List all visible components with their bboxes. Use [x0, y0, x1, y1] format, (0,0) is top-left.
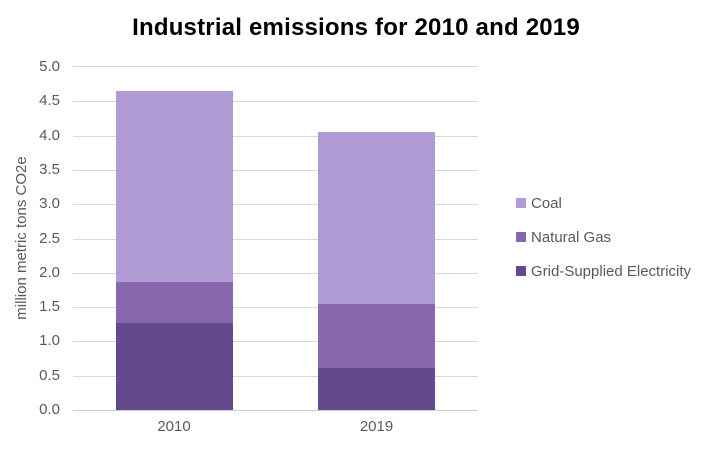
y-tick-label: 5.0 — [39, 58, 60, 75]
y-gridline — [73, 341, 478, 343]
legend-item-coal: Coal — [516, 194, 691, 212]
legend-item-grid-supplied-electricity: Grid-Supplied Electricity — [516, 262, 691, 280]
legend-item-natural-gas: Natural Gas — [516, 228, 691, 246]
y-tick-label: 3.5 — [39, 160, 60, 178]
y-tick-label: 0.5 — [39, 366, 60, 384]
bar-segment-grid-supplied-electricity — [115, 322, 233, 410]
legend-marker-icon — [516, 198, 526, 208]
y-tick-label: 2.5 — [39, 229, 60, 247]
bar-segment-natural-gas — [115, 281, 233, 323]
y-tick-label: 3.0 — [39, 195, 60, 213]
legend-marker-icon — [516, 232, 526, 242]
x-axis-label-2019: 2019 — [359, 418, 394, 435]
y-gridline — [73, 135, 478, 137]
y-tick-label: 0.0 — [39, 401, 60, 418]
y-gridline — [73, 375, 478, 377]
bar-segment-coal — [318, 131, 436, 304]
y-gridline — [73, 307, 478, 309]
legend: Coal Natural Gas Grid-Supplied Electricity — [516, 194, 691, 296]
y-gridline — [73, 238, 478, 240]
bar-segment-grid-supplied-electricity — [318, 368, 436, 410]
y-gridline — [73, 101, 478, 103]
y-tick-label: 2.0 — [39, 263, 60, 281]
x-axis-line — [73, 410, 478, 411]
y-tick-label: 4.5 — [39, 92, 60, 110]
plot-area — [73, 66, 478, 411]
y-tick-label: 4.0 — [39, 126, 60, 144]
y-gridline — [73, 66, 478, 67]
legend-label: Grid-Supplied Electricity — [531, 262, 692, 280]
legend-marker-icon — [516, 266, 526, 276]
y-tick-label: 1.5 — [39, 298, 60, 316]
y-gridline — [73, 169, 478, 171]
bar-2019 — [318, 131, 436, 410]
bar-segment-coal — [115, 91, 233, 282]
bar-segment-natural-gas — [318, 303, 436, 369]
legend-label: Coal — [531, 194, 562, 212]
x-axis-label-2010: 2010 — [157, 418, 191, 435]
chart-title: Industrial emissions for 2010 and 2019 — [132, 14, 580, 41]
bar-2010 — [115, 91, 233, 410]
y-tick-label: 1.0 — [39, 332, 60, 350]
y-gridline — [73, 204, 478, 206]
legend-label: Natural Gas — [531, 228, 612, 246]
y-gridline — [73, 272, 478, 274]
